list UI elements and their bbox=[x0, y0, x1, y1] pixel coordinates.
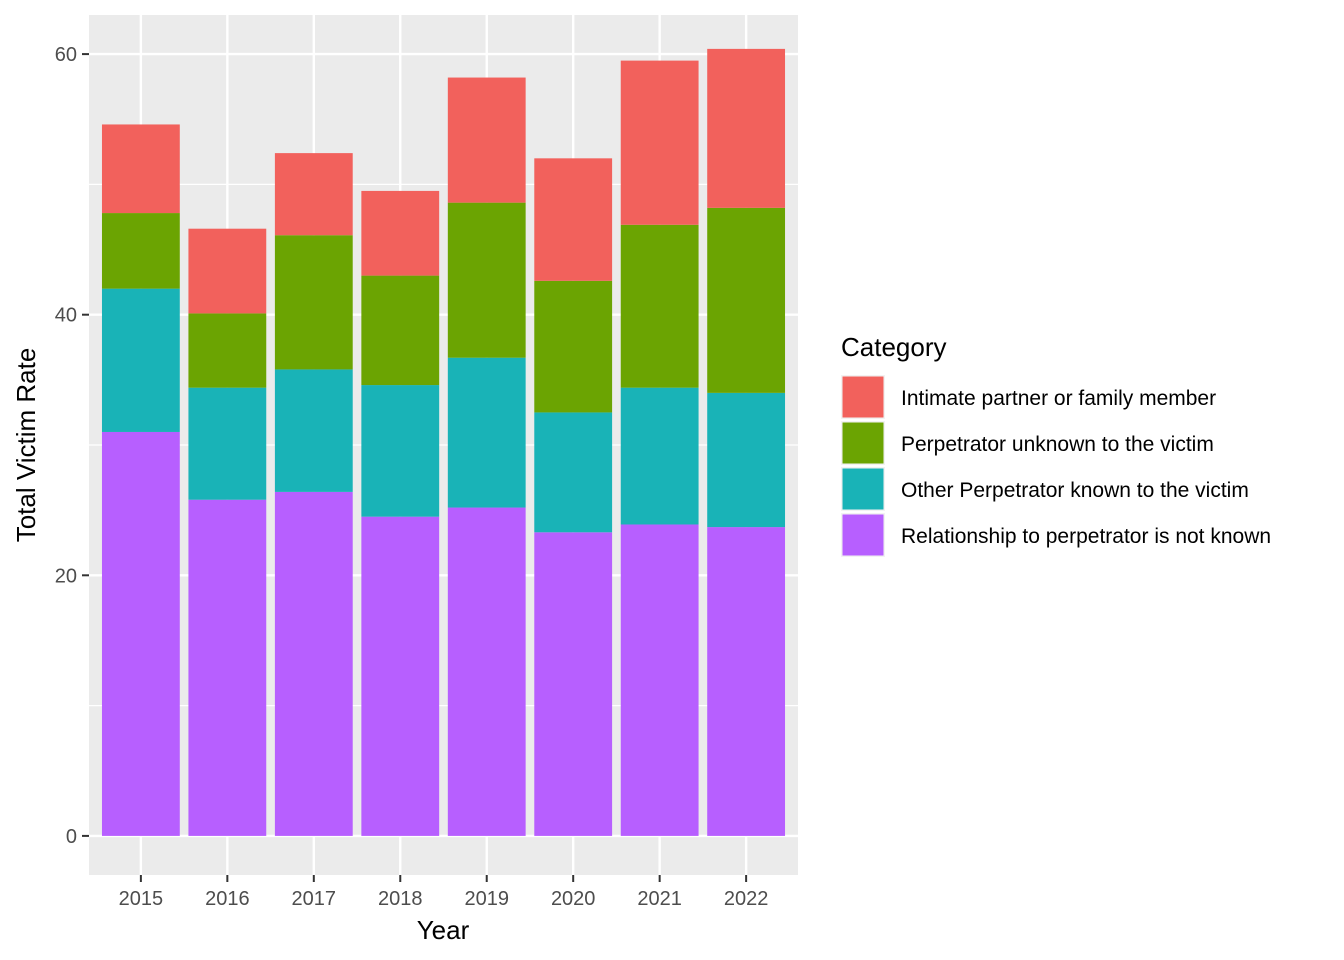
bar-segment bbox=[274, 153, 353, 236]
legend-key bbox=[842, 422, 884, 464]
y-axis-title: Total Victim Rate bbox=[11, 348, 41, 543]
legend: Category Intimate partner or family memb… bbox=[841, 332, 1271, 557]
x-tick-label: 2022 bbox=[724, 888, 769, 910]
bar-segment bbox=[274, 369, 353, 492]
legend-key bbox=[842, 376, 884, 418]
y-tick-label: 40 bbox=[55, 305, 77, 327]
bar-segment bbox=[188, 387, 267, 500]
bar-segment bbox=[620, 60, 699, 225]
bar-segment bbox=[101, 124, 180, 214]
bar-segment bbox=[620, 524, 699, 836]
bar-segment bbox=[361, 190, 440, 276]
legend-label: Perpetrator unknown to the victim bbox=[901, 433, 1214, 456]
legend-label: Relationship to perpetrator is not known bbox=[901, 525, 1271, 548]
x-tick-label: 2018 bbox=[378, 888, 423, 910]
bar-segment bbox=[361, 385, 440, 517]
x-tick-label: 2017 bbox=[292, 888, 337, 910]
bar-segment bbox=[101, 431, 180, 836]
legend-title: Category bbox=[841, 332, 947, 362]
bar-segment bbox=[101, 213, 180, 289]
bar-segment bbox=[447, 357, 526, 508]
bar-segment bbox=[707, 207, 786, 393]
x-axis-title: Year bbox=[417, 915, 470, 945]
bar-segment bbox=[707, 48, 786, 208]
legend-label: Other Perpetrator known to the victim bbox=[901, 479, 1249, 502]
x-tick-label: 2021 bbox=[637, 888, 682, 910]
legend-key bbox=[842, 514, 884, 556]
bar-segment bbox=[707, 527, 786, 836]
bars-layer bbox=[101, 48, 786, 836]
bar-segment bbox=[534, 280, 613, 413]
legend-label: Intimate partner or family member bbox=[901, 387, 1216, 410]
bar-segment bbox=[447, 202, 526, 358]
x-tick-label: 2016 bbox=[205, 888, 250, 910]
x-tick-label: 2020 bbox=[551, 888, 596, 910]
bar-segment bbox=[188, 499, 267, 836]
x-tick-label: 2015 bbox=[119, 888, 164, 910]
bar-segment bbox=[188, 313, 267, 388]
y-tick-label: 20 bbox=[55, 565, 77, 587]
bar-segment bbox=[101, 288, 180, 432]
bar-segment bbox=[274, 491, 353, 836]
bar-segment bbox=[447, 77, 526, 203]
bar-segment bbox=[361, 516, 440, 836]
y-tick-label: 0 bbox=[66, 826, 77, 848]
bar-segment bbox=[188, 228, 267, 314]
bar-segment bbox=[534, 158, 613, 281]
bar-segment bbox=[361, 275, 440, 386]
bar-segment bbox=[534, 532, 613, 836]
axes-layer: 0 20 40 60 2015 2016 2017 2018 2019 2020 2021 2022 bbox=[55, 44, 769, 910]
bar-segment bbox=[620, 224, 699, 388]
bar-segment bbox=[447, 507, 526, 836]
legend-key bbox=[842, 468, 884, 510]
x-tick-label: 2019 bbox=[464, 888, 509, 910]
bar-segment bbox=[707, 392, 786, 528]
bar-segment bbox=[620, 387, 699, 525]
bar-segment bbox=[274, 235, 353, 370]
y-tick-label: 60 bbox=[55, 44, 77, 66]
bar-segment bbox=[534, 412, 613, 533]
